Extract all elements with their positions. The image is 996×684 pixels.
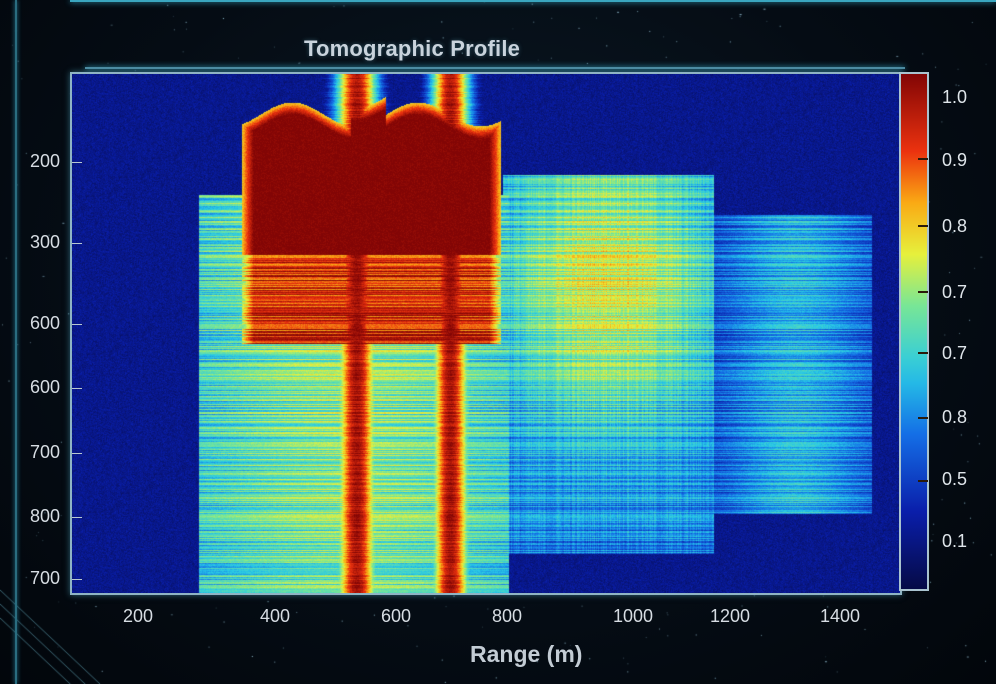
- x-tick-label: 1200: [709, 606, 751, 626]
- y-tick-label: 600: [29, 313, 60, 333]
- colorbar-tick-mark: [918, 352, 928, 354]
- x-tick-label: 400: [259, 606, 291, 626]
- y-tick-mark: [72, 324, 82, 325]
- y-tick-label: 800: [29, 506, 60, 526]
- x-tick-label: 200: [122, 606, 154, 626]
- x-axis-label: Range (m): [470, 641, 583, 667]
- y-tick-mark: [72, 388, 82, 389]
- colorbar-tick-label: 0.7: [942, 282, 968, 302]
- colorbar-tick-label: 0.5: [942, 469, 968, 489]
- colorbar-tick-mark: [918, 225, 928, 227]
- colorbar-tick-label: 0.1: [942, 531, 968, 551]
- chart-title: Tomographic Profile: [304, 36, 521, 61]
- y-tick-mark: [72, 162, 82, 163]
- y-tick-mark: [72, 243, 82, 244]
- y-tick-mark: [72, 453, 82, 454]
- y-tick-label: 200: [29, 151, 60, 171]
- heatmap-plot-area: [70, 72, 902, 595]
- colorbar-tick-label: 0.7: [942, 343, 968, 363]
- y-tick-label: 300: [29, 232, 60, 252]
- y-tick-mark: [72, 579, 82, 580]
- colorbar-tick-label: 0.8: [942, 216, 968, 236]
- colorbar-tick-mark: [918, 158, 928, 160]
- colorbar-tick-mark: [918, 291, 928, 293]
- heatmap-canvas: [72, 74, 900, 593]
- colorbar-tick-label: 0.8: [942, 407, 968, 427]
- colorbar-tick-mark: [918, 480, 928, 482]
- frame-title-underline: [85, 67, 905, 69]
- frame-top-line: [70, 0, 996, 2]
- y-tick-label: 700: [29, 568, 60, 588]
- x-tick-label: 600: [380, 606, 412, 626]
- x-tick-label: 1400: [819, 606, 861, 626]
- colorbar: [899, 72, 929, 591]
- frame-left-line: [15, 0, 17, 684]
- x-tick-label: 800: [491, 606, 523, 626]
- y-tick-mark: [72, 517, 82, 518]
- y-tick-label: 700: [29, 442, 60, 462]
- y-tick-label: 600: [29, 377, 60, 397]
- x-tick-label: 1000: [612, 606, 654, 626]
- colorbar-tick-label: 1.0: [942, 87, 968, 107]
- colorbar-tick-mark: [918, 417, 928, 419]
- colorbar-tick-label: 0.9: [942, 150, 968, 170]
